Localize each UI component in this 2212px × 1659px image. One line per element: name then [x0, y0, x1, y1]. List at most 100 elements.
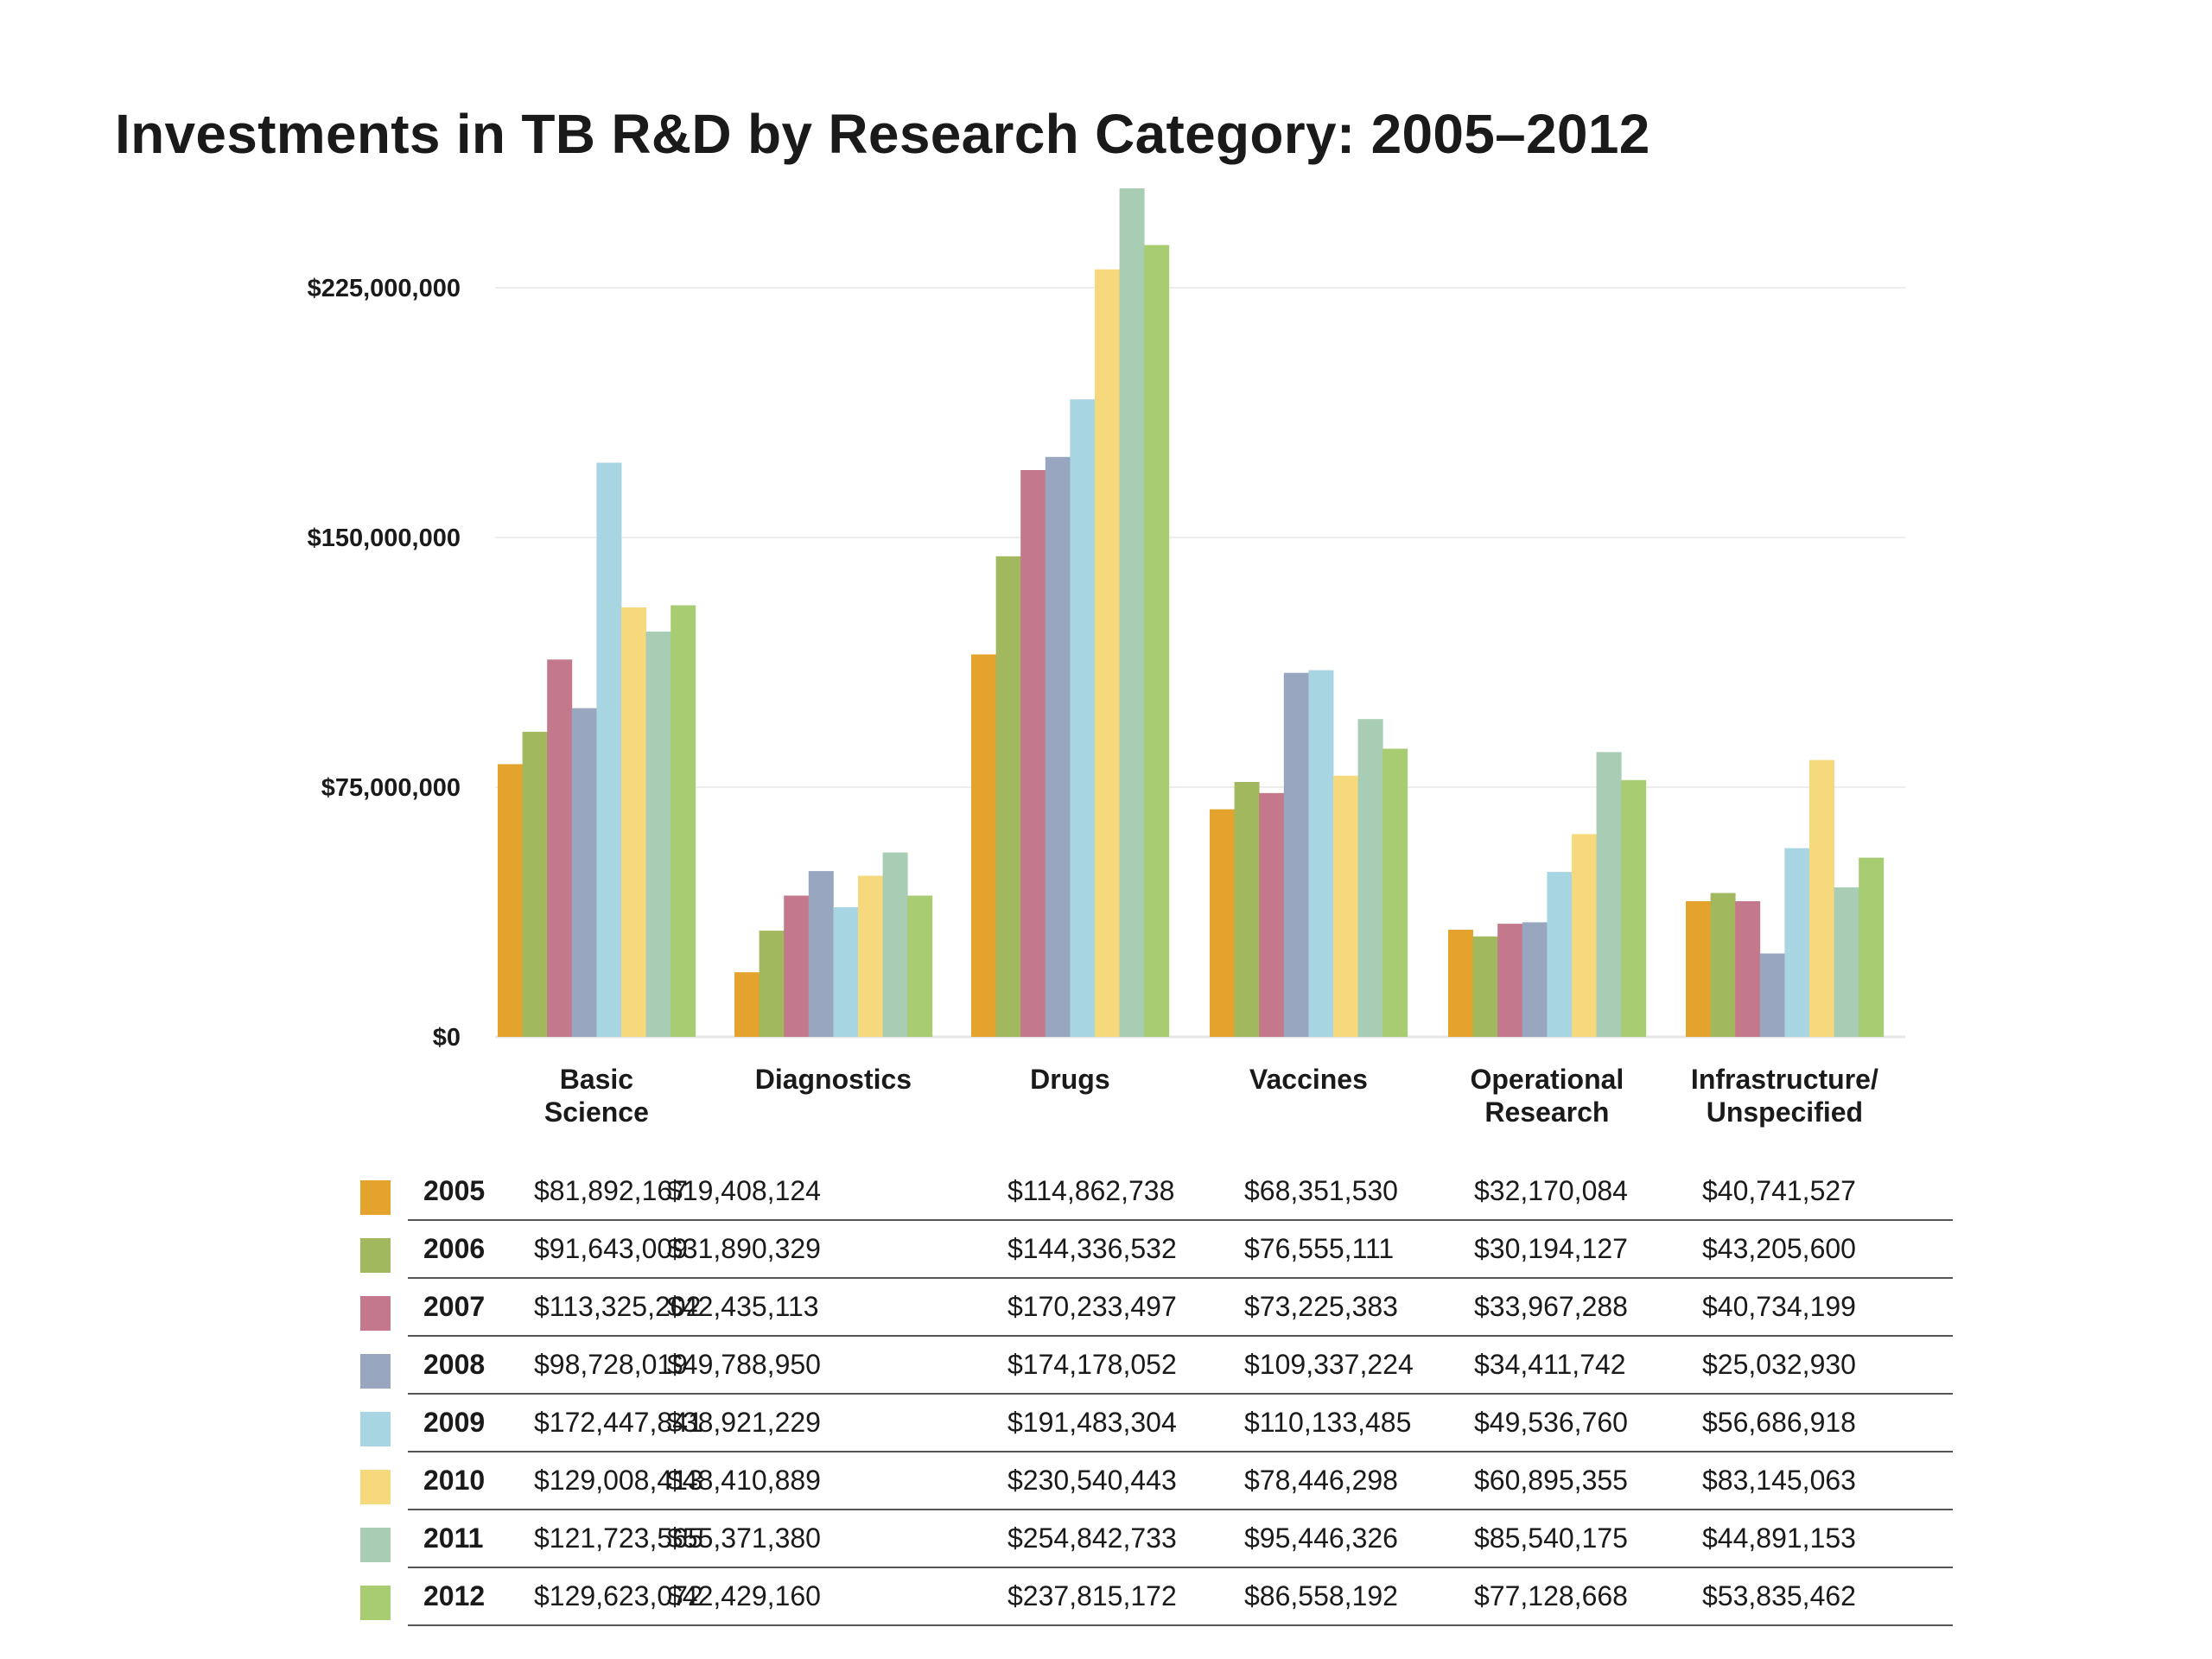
bar: [995, 556, 1021, 1037]
bar: [1834, 887, 1859, 1037]
table-cell: $77,128,668: [1474, 1580, 1628, 1611]
bar: [1735, 901, 1761, 1037]
bar: [1572, 834, 1597, 1037]
table-cell: $33,967,288: [1474, 1291, 1628, 1322]
bar: [571, 708, 597, 1037]
bar: [833, 907, 859, 1037]
table-cell: $174,178,052: [1007, 1349, 1177, 1380]
bar: [907, 895, 933, 1037]
chart-title: Investments in TB R&D by Research Catego…: [115, 103, 1650, 165]
table-cell: $68,351,530: [1244, 1175, 1398, 1206]
legend-swatch: [360, 1528, 391, 1562]
table-cell: $83,145,063: [1702, 1465, 1856, 1496]
table-cell: $55,371,380: [667, 1522, 821, 1554]
table-cell: $34,411,742: [1474, 1349, 1626, 1380]
table-year-label: 2007: [423, 1291, 485, 1322]
table-cell: $48,410,889: [667, 1465, 821, 1496]
legend-swatch: [360, 1180, 391, 1215]
bar: [1448, 930, 1473, 1037]
y-tick-label: $225,000,000: [308, 275, 461, 302]
table-cell: $25,032,930: [1702, 1349, 1856, 1380]
table-year-label: 2009: [423, 1407, 485, 1438]
table-cell: $191,483,304: [1007, 1407, 1177, 1438]
table-cell: $109,337,224: [1244, 1349, 1414, 1380]
bar: [1382, 748, 1408, 1037]
bar: [1522, 922, 1548, 1037]
bar: [1759, 953, 1785, 1037]
table-cell: $60,895,355: [1474, 1465, 1628, 1496]
bar: [1070, 399, 1096, 1037]
x-category-label: Vaccines: [1249, 1064, 1368, 1095]
bar: [522, 731, 548, 1037]
table-cell: $38,921,229: [667, 1407, 821, 1438]
table-cell: $237,815,172: [1007, 1580, 1177, 1611]
bar: [1095, 269, 1120, 1037]
y-tick-label: $75,000,000: [321, 774, 461, 802]
bar: [1859, 857, 1885, 1037]
table-cell: $49,536,760: [1474, 1407, 1628, 1438]
bar: [1710, 893, 1736, 1037]
bar: [1809, 760, 1834, 1037]
table-cell: $98,728,019: [534, 1349, 688, 1380]
bar: [1784, 848, 1810, 1037]
bar: [621, 607, 646, 1037]
bar: [1020, 470, 1046, 1037]
table-cell: $73,225,383: [1244, 1291, 1398, 1322]
table-year-label: 2008: [423, 1349, 485, 1380]
bar: [1333, 775, 1358, 1037]
table-cell: $42,435,113: [667, 1291, 819, 1322]
bar: [1234, 782, 1260, 1037]
x-category-label: Drugs: [1030, 1064, 1109, 1095]
table-year-label: 2012: [423, 1580, 485, 1611]
table-cell: $53,835,462: [1702, 1580, 1856, 1611]
x-category-label: Infrastructure/Unspecified: [1691, 1064, 1878, 1128]
table-cell: $144,336,532: [1007, 1233, 1177, 1264]
bar: [971, 654, 996, 1037]
table-cell: $40,734,199: [1702, 1291, 1856, 1322]
table-cell: $254,842,733: [1007, 1522, 1177, 1554]
bar: [1497, 924, 1523, 1037]
bar: [645, 632, 671, 1037]
table-cell: $114,862,738: [1007, 1175, 1174, 1206]
bar: [596, 462, 622, 1037]
table-cell: $78,446,298: [1244, 1465, 1398, 1496]
table-cell: $19,408,124: [667, 1175, 821, 1206]
y-tick-label: $150,000,000: [308, 524, 461, 552]
table-year-label: 2006: [423, 1233, 485, 1264]
table-cell: $170,233,497: [1007, 1291, 1177, 1322]
table-cell: $42,429,160: [667, 1580, 821, 1611]
bar: [784, 895, 810, 1037]
legend-swatch: [360, 1354, 391, 1389]
table-cell: $32,170,084: [1474, 1175, 1628, 1206]
bar: [1119, 188, 1145, 1037]
table-cell: $86,558,192: [1244, 1580, 1398, 1611]
table-cell: $43,205,600: [1702, 1233, 1856, 1264]
y-axis-ticks: $0 $75,000,000 $150,000,000 $225,000,000: [308, 275, 461, 1052]
bar: [1210, 809, 1235, 1037]
table-cell: $44,891,153: [1702, 1522, 1856, 1554]
bar: [671, 605, 696, 1037]
y-tick-label: $0: [433, 1024, 461, 1052]
table-cell: $81,892,167: [534, 1175, 688, 1206]
table-cell: $110,133,485: [1244, 1407, 1411, 1438]
x-category-label: Basic Science: [544, 1064, 649, 1128]
table-cell: $172,447,841: [534, 1407, 703, 1438]
table-year-label: 2005: [423, 1175, 485, 1206]
bar: [1547, 872, 1573, 1037]
bar: [759, 931, 785, 1037]
table-cell: $129,008,413: [534, 1465, 703, 1496]
bar: [882, 852, 908, 1037]
table-year-label: 2010: [423, 1465, 485, 1496]
bar: [1686, 901, 1711, 1037]
bar: [1045, 456, 1071, 1037]
table-cell: $30,194,127: [1474, 1233, 1628, 1264]
table-year-label: 2011: [423, 1522, 483, 1554]
bar: [858, 875, 883, 1037]
table-cell: $76,555,111: [1244, 1233, 1394, 1264]
bar: [734, 972, 760, 1037]
legend-swatch: [360, 1296, 391, 1331]
x-category-label: Diagnostics: [755, 1064, 912, 1095]
grid-layer: [495, 287, 1905, 1039]
table-cell: $129,623,072: [534, 1580, 703, 1611]
